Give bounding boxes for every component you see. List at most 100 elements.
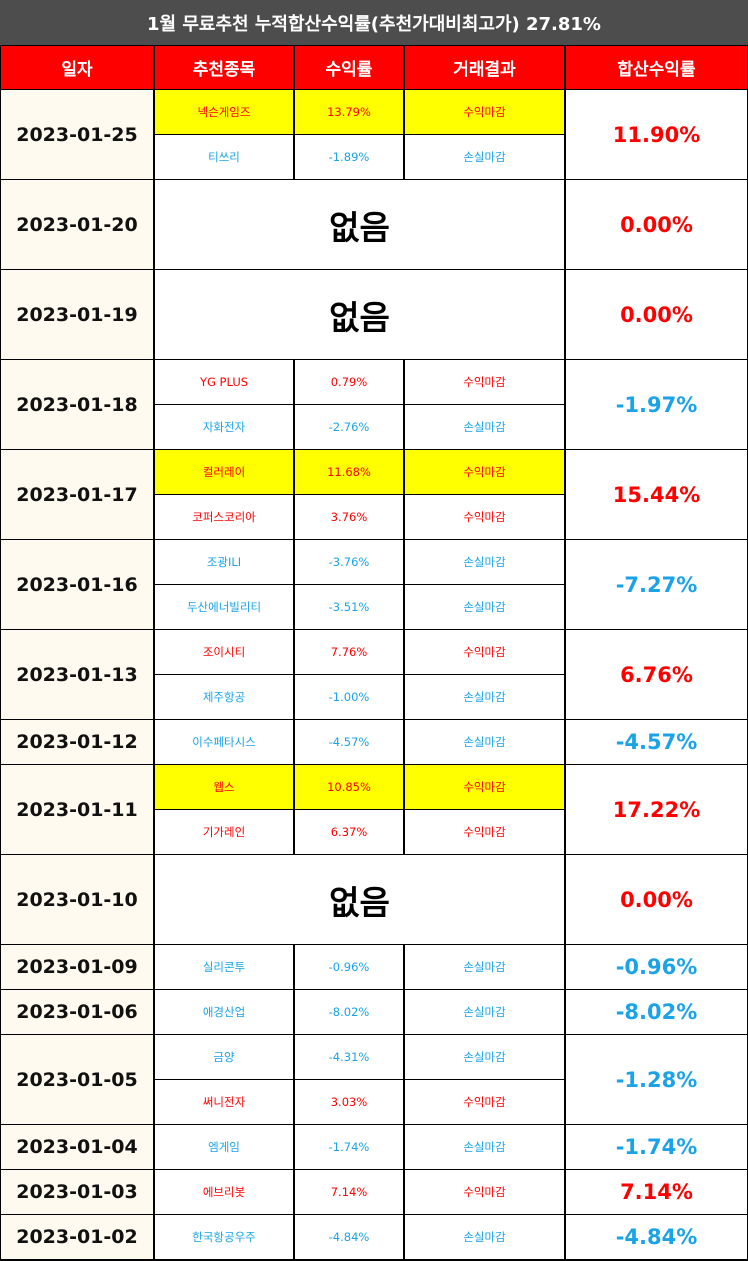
stock-rate: 3.76% <box>295 495 403 539</box>
row-total-return: -4.57% <box>566 720 747 764</box>
trade-result: 수익마감 <box>405 1080 564 1124</box>
row-date: 2023-01-10 <box>1 855 153 944</box>
trade-result: 손실마감 <box>405 1215 564 1259</box>
trade-result: 수익마감 <box>405 765 564 809</box>
trade-result: 손실마감 <box>405 1035 564 1079</box>
row-total-return: -1.28% <box>566 1035 747 1124</box>
row-total-return: -4.84% <box>566 1215 747 1259</box>
trade-result: 손실마감 <box>405 990 564 1034</box>
stock-name: 써니전자 <box>155 1080 293 1124</box>
stock-rate: -3.76% <box>295 540 403 584</box>
no-recommendation-label: 없음 <box>155 855 564 944</box>
stock-name: 넥슨게임즈 <box>155 90 293 134</box>
trade-result: 수익마감 <box>405 630 564 674</box>
row-total-return: -8.02% <box>566 990 747 1034</box>
row-total-return: 7.14% <box>566 1170 747 1214</box>
row-total-return: 0.00% <box>566 270 747 359</box>
stock-rate: 11.68% <box>295 450 403 494</box>
trade-result: 손실마감 <box>405 945 564 989</box>
row-date: 2023-01-16 <box>1 540 153 629</box>
no-recommendation-label: 없음 <box>155 180 564 269</box>
stock-rate: -0.96% <box>295 945 403 989</box>
row-date: 2023-01-06 <box>1 990 153 1034</box>
stock-name: 웹스 <box>155 765 293 809</box>
stock-name: 실리콘투 <box>155 945 293 989</box>
stock-rate: 3.03% <box>295 1080 403 1124</box>
stock-name: 기가레인 <box>155 810 293 854</box>
stock-rate: 10.85% <box>295 765 403 809</box>
stock-name: 이수페타시스 <box>155 720 293 764</box>
stock-rate: 7.14% <box>295 1170 403 1214</box>
stock-name: 조광ILI <box>155 540 293 584</box>
row-date: 2023-01-02 <box>1 1215 153 1259</box>
trade-result: 손실마감 <box>405 585 564 629</box>
stock-rate: 0.79% <box>295 360 403 404</box>
row-total-return: -1.97% <box>566 360 747 449</box>
no-recommendation-label: 없음 <box>155 270 564 359</box>
stock-name: 에브리봇 <box>155 1170 293 1214</box>
stock-rate: 6.37% <box>295 810 403 854</box>
row-total-return: 0.00% <box>566 855 747 944</box>
stock-rate: -1.89% <box>295 135 403 179</box>
stock-rate: -4.31% <box>295 1035 403 1079</box>
trade-result: 손실마감 <box>405 720 564 764</box>
stock-rate: 13.79% <box>295 90 403 134</box>
stock-rate: -4.84% <box>295 1215 403 1259</box>
trade-result: 손실마감 <box>405 405 564 449</box>
trade-result: 수익마감 <box>405 810 564 854</box>
stock-name: YG PLUS <box>155 360 293 404</box>
stock-name: 티쓰리 <box>155 135 293 179</box>
row-date: 2023-01-25 <box>1 90 153 179</box>
row-total-return: 0.00% <box>566 180 747 269</box>
header-date: 일자 <box>1 46 153 89</box>
trade-result: 손실마감 <box>405 1125 564 1169</box>
row-date: 2023-01-13 <box>1 630 153 719</box>
row-date: 2023-01-11 <box>1 765 153 854</box>
stock-name: 두산에너빌리티 <box>155 585 293 629</box>
row-date: 2023-01-03 <box>1 1170 153 1214</box>
trade-result: 손실마감 <box>405 675 564 719</box>
stock-name: 제주항공 <box>155 675 293 719</box>
stock-rate: -1.74% <box>295 1125 403 1169</box>
stock-name: 컬러레이 <box>155 450 293 494</box>
header-result: 거래결과 <box>405 46 564 89</box>
stock-name: 금양 <box>155 1035 293 1079</box>
trade-result: 수익마감 <box>405 450 564 494</box>
row-date: 2023-01-17 <box>1 450 153 539</box>
stock-name: 애경산업 <box>155 990 293 1034</box>
trade-result: 수익마감 <box>405 360 564 404</box>
row-date: 2023-01-12 <box>1 720 153 764</box>
header-stock: 추천종목 <box>155 46 293 89</box>
header-total: 합산수익률 <box>566 46 747 89</box>
row-total-return: 6.76% <box>566 630 747 719</box>
stock-rate: -4.57% <box>295 720 403 764</box>
row-total-return: -1.74% <box>566 1125 747 1169</box>
stock-rate: -1.00% <box>295 675 403 719</box>
stock-name: 코퍼스코리아 <box>155 495 293 539</box>
stock-rate: -2.76% <box>295 405 403 449</box>
stock-rate: -8.02% <box>295 990 403 1034</box>
row-total-return: 17.22% <box>566 765 747 854</box>
row-total-return: 15.44% <box>566 450 747 539</box>
row-date: 2023-01-09 <box>1 945 153 989</box>
row-date: 2023-01-18 <box>1 360 153 449</box>
trade-result: 손실마감 <box>405 135 564 179</box>
page-title: 1월 무료추천 누적합산수익률(추천가대비최고가) 27.81% <box>0 0 748 45</box>
stock-rate: 7.76% <box>295 630 403 674</box>
trade-result: 수익마감 <box>405 495 564 539</box>
row-total-return: -7.27% <box>566 540 747 629</box>
row-date: 2023-01-05 <box>1 1035 153 1124</box>
stock-name: 조이시티 <box>155 630 293 674</box>
stock-rate: -3.51% <box>295 585 403 629</box>
trade-result: 손실마감 <box>405 540 564 584</box>
row-date: 2023-01-04 <box>1 1125 153 1169</box>
row-total-return: -0.96% <box>566 945 747 989</box>
row-date: 2023-01-19 <box>1 270 153 359</box>
row-date: 2023-01-20 <box>1 180 153 269</box>
trade-result: 수익마감 <box>405 1170 564 1214</box>
stock-name: 한국항공우주 <box>155 1215 293 1259</box>
stock-name: 엠게임 <box>155 1125 293 1169</box>
stock-name: 자화전자 <box>155 405 293 449</box>
header-rate: 수익률 <box>295 46 403 89</box>
